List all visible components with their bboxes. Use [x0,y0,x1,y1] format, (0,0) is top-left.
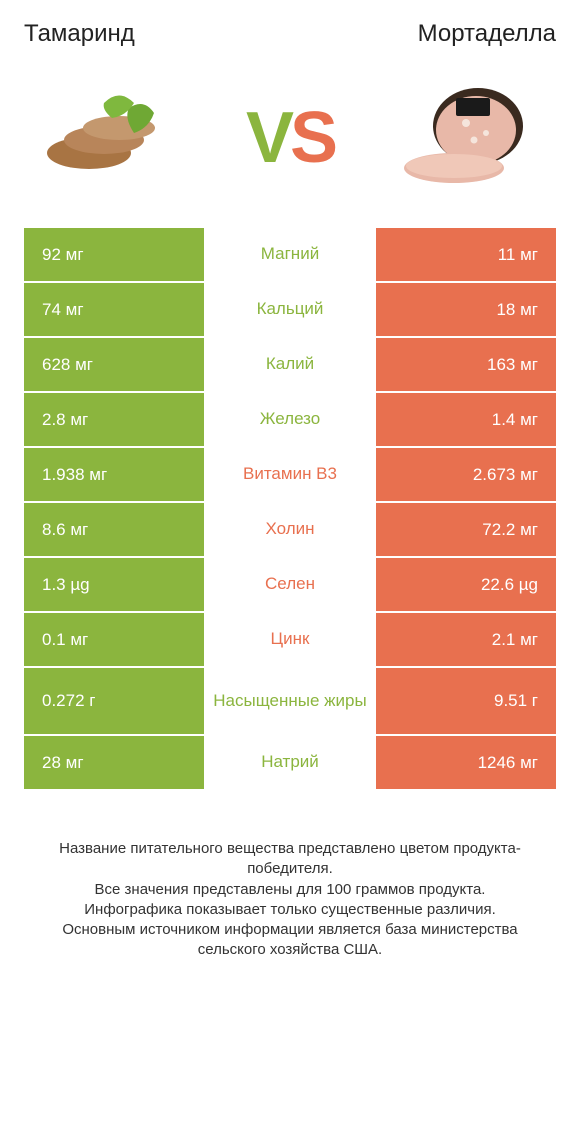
left-value: 2.8 мг [24,393,204,446]
vs-label: VS [246,97,334,179]
left-value: 28 мг [24,736,204,789]
nutrient-label: Магний [204,228,376,281]
tamarind-image [34,78,184,198]
nutrient-label: Калий [204,338,376,391]
footer-line: Основным источником информации является … [28,920,552,961]
left-value: 0.272 г [24,668,204,734]
left-value: 0.1 мг [24,613,204,666]
table-row: 92 мгМагний11 мг [24,228,556,283]
left-value: 92 мг [24,228,204,281]
left-value: 1.938 мг [24,448,204,501]
nutrient-label: Холин [204,503,376,556]
left-value: 1.3 µg [24,558,204,611]
right-value: 11 мг [376,228,556,281]
table-row: 0.272 гНасыщенные жиры9.51 г [24,668,556,736]
table-row: 0.1 мгЦинк2.1 мг [24,613,556,668]
vs-s: S [290,97,334,179]
comparison-table: 92 мгМагний11 мг74 мгКальций18 мг628 мгК… [24,228,556,791]
table-row: 8.6 мгХолин72.2 мг [24,503,556,558]
left-value: 74 мг [24,283,204,336]
nutrient-label: Витамин B3 [204,448,376,501]
table-row: 628 мгКалий163 мг [24,338,556,393]
vs-v: V [246,97,290,179]
mortadella-image [396,78,546,198]
right-value: 1.4 мг [376,393,556,446]
footer-line: Все значения представлены для 100 граммо… [28,880,552,900]
right-value: 72.2 мг [376,503,556,556]
nutrient-label: Насыщенные жиры [204,668,376,734]
header: Тамаринд Мортаделла [24,20,556,48]
footer-text: Название питательного вещества представл… [24,839,556,961]
nutrient-label: Кальций [204,283,376,336]
right-value: 9.51 г [376,668,556,734]
right-value: 2.1 мг [376,613,556,666]
right-value: 22.6 µg [376,558,556,611]
right-value: 1246 мг [376,736,556,789]
title-right: Мортаделла [418,20,556,48]
images-row: VS [24,78,556,198]
table-row: 1.3 µgСелен22.6 µg [24,558,556,613]
left-value: 8.6 мг [24,503,204,556]
title-left: Тамаринд [24,20,135,48]
nutrient-label: Цинк [204,613,376,666]
nutrient-label: Селен [204,558,376,611]
table-row: 1.938 мгВитамин B32.673 мг [24,448,556,503]
table-row: 74 мгКальций18 мг [24,283,556,338]
left-value: 628 мг [24,338,204,391]
nutrient-label: Железо [204,393,376,446]
footer-line: Инфографика показывает только существенн… [28,900,552,920]
nutrient-label: Натрий [204,736,376,789]
table-row: 28 мгНатрий1246 мг [24,736,556,791]
footer-line: Название питательного вещества представл… [28,839,552,880]
table-row: 2.8 мгЖелезо1.4 мг [24,393,556,448]
right-value: 2.673 мг [376,448,556,501]
right-value: 163 мг [376,338,556,391]
right-value: 18 мг [376,283,556,336]
